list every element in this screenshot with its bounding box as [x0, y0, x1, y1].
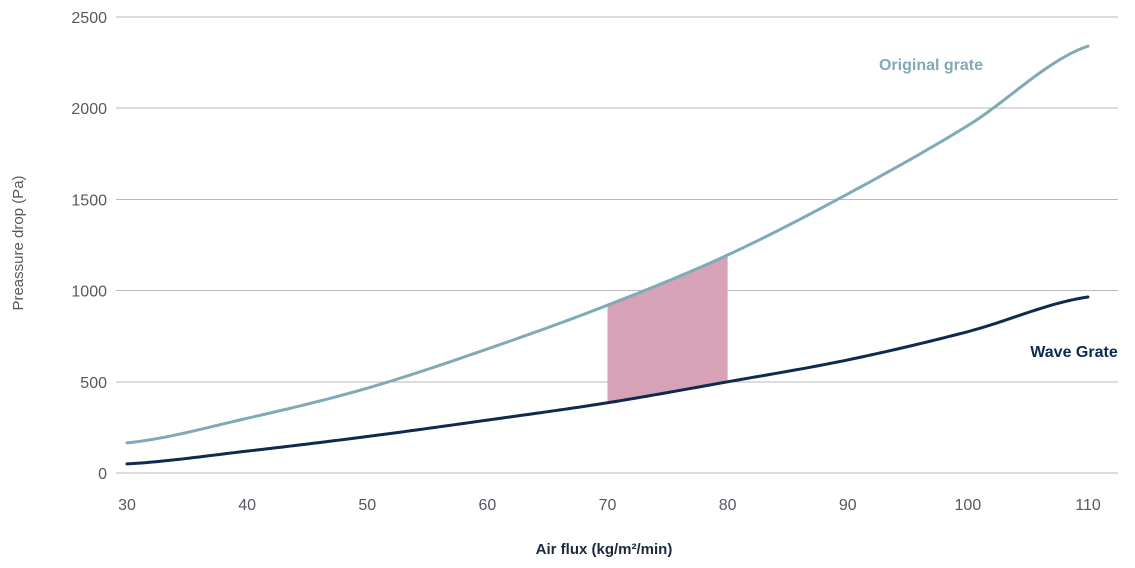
series-line-original-grate: [125, 44, 1090, 445]
y-tick-label: 2000: [71, 101, 107, 118]
series-line-wave-grate: [125, 295, 1090, 466]
y-tick-label: 2500: [71, 10, 107, 27]
y-tick-label: 500: [80, 375, 107, 392]
x-axis-label: Air flux (kg/m²/min): [536, 541, 673, 558]
series-lines: [125, 44, 1090, 466]
x-tick-label: 80: [719, 497, 737, 514]
y-tick-label: 0: [98, 466, 107, 483]
series-labels: Original grate Wave Grate: [879, 57, 1118, 361]
x-tick-label: 90: [839, 497, 857, 514]
x-axis-ticks: 30 40 50 60 70 80 90 100 110: [118, 497, 1101, 514]
x-tick-label: 60: [478, 497, 496, 514]
x-tick-label: 100: [955, 497, 982, 514]
y-axis-ticks: 0 500 1000 1500 2000 2500: [71, 10, 107, 483]
x-tick-label: 110: [1075, 497, 1101, 514]
series-label-wave-grate: Wave Grate: [1030, 344, 1118, 361]
x-tick-label: 30: [118, 497, 136, 514]
y-tick-label: 1000: [71, 284, 107, 301]
grid-lines: [116, 16, 1118, 474]
y-tick-label: 1500: [71, 192, 107, 209]
highlight-band: [607, 255, 728, 403]
highlight-band-layer: [607, 255, 728, 403]
y-axis-label: Preassure drop (Pa): [10, 175, 27, 310]
series-label-original-grate: Original grate: [879, 57, 983, 74]
x-tick-label: 70: [599, 497, 617, 514]
x-tick-label: 50: [358, 497, 376, 514]
x-tick-label: 40: [238, 497, 256, 514]
